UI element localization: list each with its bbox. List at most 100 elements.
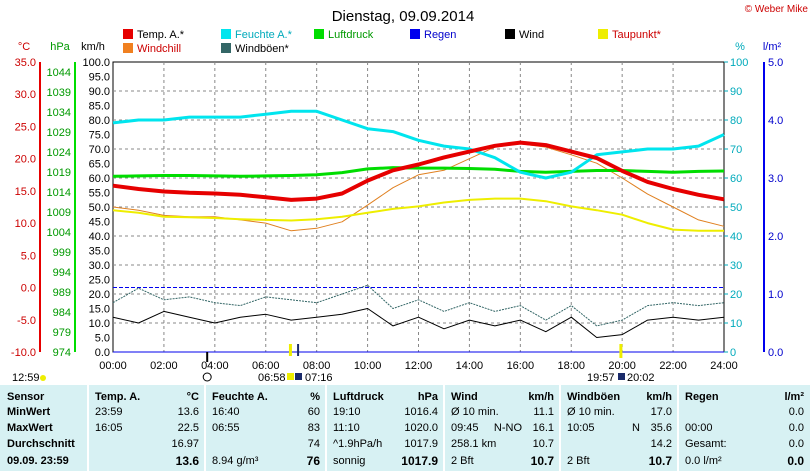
table-row: Windböen km/h bbox=[560, 390, 678, 404]
sun-transit-icon bbox=[295, 373, 302, 380]
sunset2-time: 20:02 bbox=[627, 372, 655, 384]
row-value: 74 bbox=[307, 438, 320, 450]
press-tick: 1019 bbox=[47, 167, 71, 179]
x-tick: 04:00 bbox=[201, 360, 229, 372]
row-time: Gesamt: bbox=[685, 438, 727, 450]
row-time: 06:55 bbox=[212, 422, 240, 434]
press-tick: 1044 bbox=[47, 67, 71, 79]
table-row: 16:05 22.5 bbox=[88, 421, 205, 435]
footer-value: 13.6 bbox=[175, 454, 199, 468]
row-label: Durchschnitt bbox=[7, 438, 75, 450]
column-unit: km/h bbox=[528, 391, 554, 403]
table-row: 11:10 1020.0 bbox=[326, 421, 444, 435]
table-row: Temp. A. °C bbox=[88, 390, 205, 404]
chart-legend: Temp. A.* Feuchte A.* Luftdruck Regen Wind Ta… bbox=[123, 29, 662, 55]
column-unit: km/h bbox=[646, 391, 672, 403]
series-windchill bbox=[112, 143, 725, 232]
axes: 35.0 30.0 25.0 20.0 15.0 10.0 5.0 0.0 -5.0 -10.0 1… bbox=[11, 57, 783, 372]
x-tick: 00:00 bbox=[99, 360, 127, 372]
temp-tick: 5.0 bbox=[21, 250, 36, 262]
footer-value: 76 bbox=[306, 454, 320, 468]
row-time: 258.1 km bbox=[451, 438, 497, 450]
row-extra: N-NO bbox=[493, 422, 522, 434]
x-tick: 18:00 bbox=[557, 360, 585, 372]
temp-tick: -5.0 bbox=[17, 315, 36, 327]
temp-tick: 0.0 bbox=[21, 283, 36, 295]
wind-tick: 15.0 bbox=[89, 304, 110, 316]
row-value: 1017.9 bbox=[404, 438, 438, 450]
wind-tick: 50.0 bbox=[89, 202, 110, 214]
hum-tick: 0 bbox=[730, 347, 736, 359]
wind-tick: 0.0 bbox=[95, 347, 110, 359]
sunrise-icon bbox=[287, 373, 294, 380]
hum-tick: 10 bbox=[730, 318, 742, 330]
table-column: Luftdruck hPa 19:10 1016.4 11:10 1020.0 ^1.9hP… bbox=[326, 385, 444, 471]
column-head: Regen bbox=[685, 391, 719, 403]
press-tick: 979 bbox=[53, 327, 71, 339]
column-separator bbox=[87, 385, 89, 471]
wind-tick: 60.0 bbox=[89, 173, 110, 185]
row-time: 16:40 bbox=[212, 406, 240, 418]
press-tick: 1039 bbox=[47, 87, 71, 99]
legend-label: Windböen* bbox=[235, 43, 290, 55]
legend-label: Windchill bbox=[137, 43, 181, 55]
table-column: Temp. A. °C 23:59 13.6 16:05 22.5 16.97 13.6 bbox=[88, 385, 205, 471]
row-value: 14.2 bbox=[650, 438, 672, 450]
x-tick: 10:00 bbox=[354, 360, 382, 372]
row-value: 0.0 bbox=[788, 422, 804, 434]
table-row: Wind km/h bbox=[444, 390, 560, 404]
series-taupunkt bbox=[112, 197, 724, 232]
temp-unit-label: °C bbox=[18, 41, 30, 53]
press-tick: 1024 bbox=[47, 147, 71, 159]
column-separator bbox=[443, 385, 445, 471]
press-tick: 974 bbox=[53, 347, 71, 359]
legend-swatch bbox=[123, 43, 133, 53]
x-tick: 22:00 bbox=[659, 360, 687, 372]
legend-swatch bbox=[221, 29, 231, 39]
table-row: 258.1 km 10.7 bbox=[444, 437, 560, 451]
row-label: MaxWert bbox=[7, 422, 53, 434]
wind-tick: 5.0 bbox=[95, 333, 110, 345]
legend-label: Wind bbox=[519, 29, 544, 41]
temp-tick: -10.0 bbox=[11, 347, 36, 359]
table-row: Sensor bbox=[0, 390, 88, 404]
x-tick: 14:00 bbox=[456, 360, 484, 372]
sunset-icon bbox=[618, 373, 625, 380]
column-unit: hPa bbox=[417, 391, 438, 403]
table-column: Feuchte A.% 16:40 60 06:55 83 74 8.94 g/m³ 76 bbox=[205, 385, 326, 471]
table-row: Ø 10 min. 11.1 bbox=[444, 405, 560, 419]
wind-tick: 35.0 bbox=[89, 246, 110, 258]
table-column: Sensor MinWert MaxWert Durchschnitt 09.09. 2… bbox=[0, 385, 88, 471]
series-temp-a bbox=[112, 140, 725, 202]
temp-tick: 25.0 bbox=[15, 121, 36, 133]
footer-left: 2 Bft bbox=[567, 455, 590, 467]
wind-tick: 70.0 bbox=[89, 144, 110, 156]
press-tick: 984 bbox=[53, 307, 71, 319]
moonset-time: 12:59 bbox=[12, 372, 40, 384]
column-head: Wind bbox=[451, 391, 478, 403]
column-separator bbox=[677, 385, 679, 471]
row-time: ^1.9hPa/h bbox=[333, 438, 383, 450]
wind-tick: 90.0 bbox=[89, 86, 110, 98]
table-row: 09:45 N-NO 16.1 bbox=[444, 421, 560, 435]
wind-tick: 95.0 bbox=[89, 72, 110, 84]
moon-phase-icon bbox=[202, 372, 212, 382]
rain-tick: 3.0 bbox=[768, 173, 783, 185]
table-row: MinWert bbox=[0, 405, 88, 419]
wind-tick: 65.0 bbox=[89, 159, 110, 171]
table-row: Feuchte A.% bbox=[205, 390, 326, 404]
x-tick: 12:00 bbox=[405, 360, 433, 372]
wind-tick: 10.0 bbox=[89, 318, 110, 330]
copyright: © Weber Mike bbox=[745, 4, 809, 15]
press-tick: 994 bbox=[53, 267, 71, 279]
row-value: 1016.4 bbox=[404, 406, 438, 418]
wind-tick: 85.0 bbox=[89, 101, 110, 113]
hum-tick: 70 bbox=[730, 144, 742, 156]
row-value: 35.6 bbox=[650, 422, 672, 434]
table-row: 16:40 60 bbox=[205, 405, 326, 419]
rain-tick: 2.0 bbox=[768, 231, 783, 243]
series-wind bbox=[112, 308, 725, 338]
table-row: 74 bbox=[205, 437, 326, 451]
column-head: Windböen bbox=[567, 391, 621, 403]
table-row: 19:10 1016.4 bbox=[326, 405, 444, 419]
